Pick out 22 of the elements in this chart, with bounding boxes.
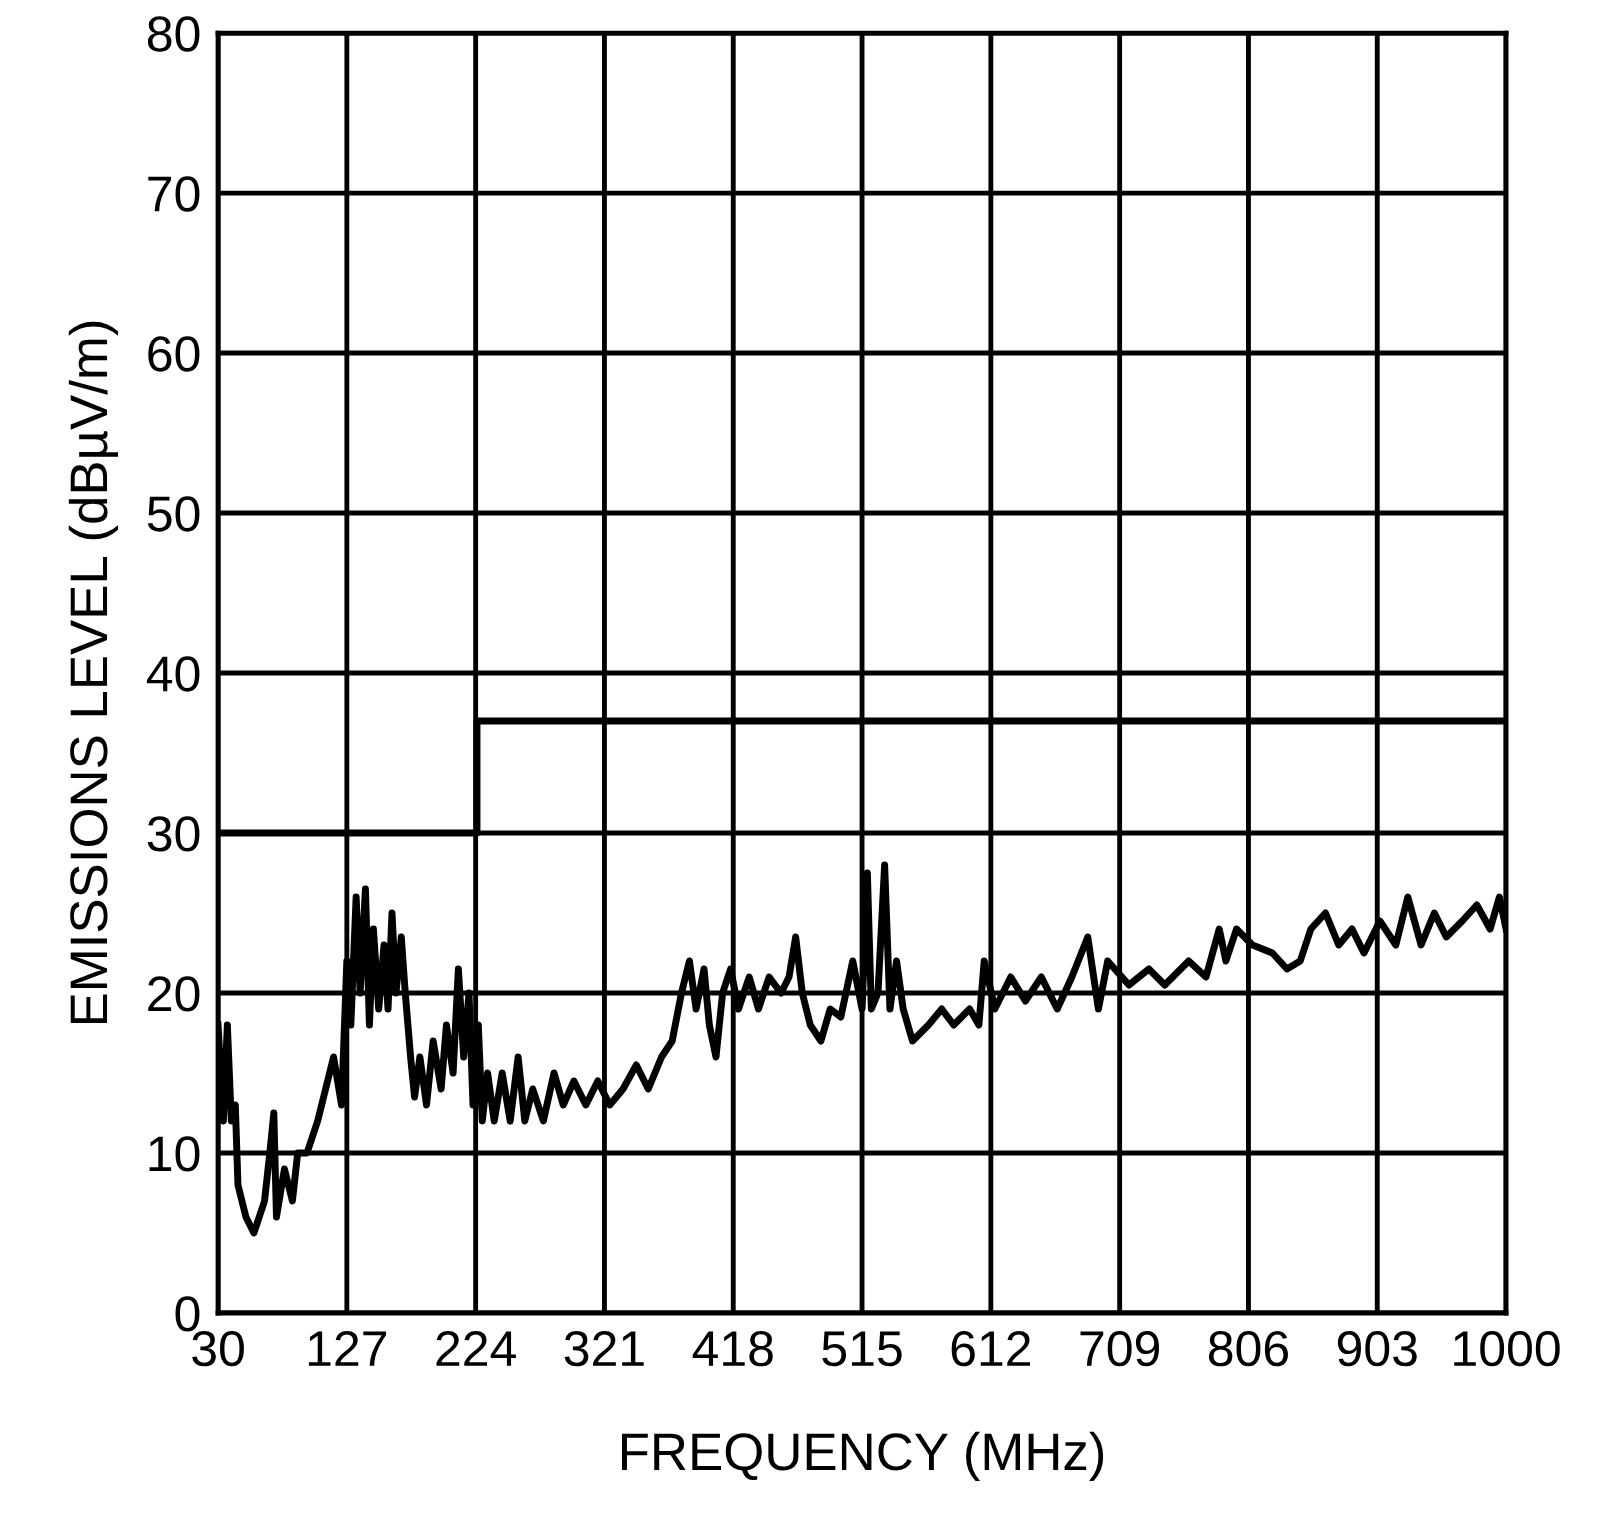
y-tick-label: 60 bbox=[148, 336, 200, 372]
x-tick-label: 127 bbox=[308, 1330, 387, 1366]
y-tick-label: 70 bbox=[148, 176, 200, 212]
x-tick-label: 903 bbox=[1337, 1330, 1417, 1367]
y-tick-label: 30 bbox=[147, 816, 200, 852]
x-tick-label: 515 bbox=[822, 1331, 902, 1367]
x-tick-label: 418 bbox=[692, 1330, 773, 1367]
y-tick-label: 10 bbox=[149, 1136, 200, 1172]
x-tick-label: 30 bbox=[192, 1330, 244, 1367]
y-tick-label: 40 bbox=[146, 656, 200, 692]
y-tick-label: 20 bbox=[148, 976, 200, 1012]
x-tick-label: 612 bbox=[951, 1330, 1031, 1367]
x-axis-title: FREQUENCY (MHz) bbox=[622, 1431, 1104, 1481]
x-tick-label: 806 bbox=[1208, 1330, 1288, 1367]
y-axis-title: EMISSIONS LEVEL (dBµV/m) bbox=[68, 321, 118, 1024]
y-tick-label: 50 bbox=[147, 496, 200, 532]
y-tick-label: 80 bbox=[147, 16, 200, 52]
x-tick-label: 224 bbox=[436, 1330, 516, 1366]
x-tick-label: 321 bbox=[564, 1330, 644, 1367]
x-tick-label: 1000 bbox=[1454, 1330, 1560, 1367]
x-tick-label: 709 bbox=[1080, 1330, 1159, 1367]
y-tick-label: 0 bbox=[175, 1296, 200, 1332]
